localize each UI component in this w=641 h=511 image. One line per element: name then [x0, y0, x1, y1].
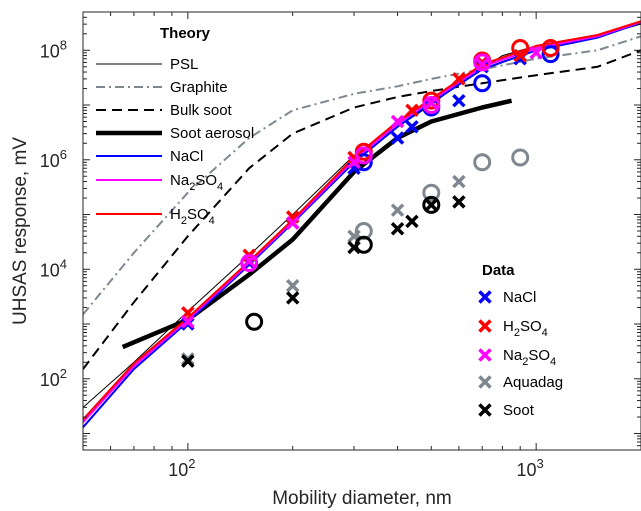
data-circle-soot [245, 312, 264, 331]
data-cross-na2so4 [242, 254, 256, 269]
data-legend-title: Data [482, 262, 515, 279]
data-circle-nacl [541, 45, 560, 64]
data-circle-na2so4 [422, 96, 441, 115]
legend-label-h2so4: H2SO4 [170, 206, 215, 227]
data-cross-nacl [452, 93, 466, 108]
legend-label-bulk_soot: Bulk soot [170, 102, 233, 119]
x-tick-label: 102 [168, 456, 195, 480]
data-circle-aquadag [473, 153, 492, 172]
data-cross-soot [405, 214, 419, 229]
legend-marker-na2so4 [478, 348, 492, 362]
data-cross-soot [424, 198, 439, 212]
data-cross-nacl [390, 131, 405, 145]
data-legend-label-soot: Soot [503, 402, 535, 419]
legends: Theory PSL Graphite Bulk soot Soot aerosol Na… [96, 25, 563, 419]
data-cross-soot [181, 354, 195, 368]
theory-curve-graphite [83, 35, 641, 316]
data-cross-na2so4 [285, 216, 300, 230]
data-cross-na2so4 [347, 155, 361, 170]
y-tick-label: 104 [40, 256, 67, 280]
theory-curve-bulk_soot [83, 49, 641, 370]
theory-curve-soot_aerosol [121, 98, 513, 350]
data-cross-soot [347, 240, 361, 255]
data-cross-na2so4 [529, 46, 543, 60]
data-circle-h2so4 [541, 39, 560, 58]
data-circle-aquadag [422, 183, 441, 202]
legend-marker-h2so4 [478, 319, 492, 333]
data-legend-label-na2so4: Na2SO4 [503, 347, 556, 368]
y-tick-label: 106 [40, 147, 67, 171]
data-cross-soot [452, 195, 466, 209]
data-cross-aquadag [390, 203, 405, 217]
axes: 102 103 102 104 106 108 [40, 11, 641, 480]
x-axis-title: Mobility diameter, nm [272, 488, 452, 509]
theory-curve-psl [83, 23, 641, 408]
data-circle-aquadag [511, 148, 530, 167]
y-tick-label: 108 [40, 37, 67, 61]
data-cross-nacl [405, 120, 419, 134]
theory-curve-na2so4 [83, 20, 641, 423]
data-cross-na2so4 [424, 96, 439, 110]
data-cross-na2so4 [181, 315, 195, 329]
data-cross-h2so4 [513, 48, 527, 63]
legend-label-graphite: Graphite [170, 79, 228, 96]
data-circle-na2so4 [354, 146, 373, 165]
x-tick-label: 103 [517, 456, 544, 480]
data-cross-aquadag [452, 174, 466, 189]
theory-legend-title: Theory [160, 25, 211, 42]
data-cross-soot [390, 221, 405, 236]
legend-marker-aquadag [478, 375, 492, 389]
data-cross-h2so4 [452, 72, 466, 86]
legend-label-soot_aerosol: Soot aerosol [170, 125, 254, 142]
data-cross-na2so4 [475, 57, 489, 72]
data-legend-label-aquadag: Aquadag [503, 374, 563, 391]
data-legend-label-nacl: NaCl [503, 289, 536, 306]
theory-curve-h2so4 [83, 20, 641, 421]
legend-marker-soot [478, 403, 492, 417]
legend-marker-nacl [478, 290, 492, 304]
plot-area [83, 20, 641, 428]
data-cross-na2so4 [390, 114, 405, 129]
legend-label-na2so4: Na2SO4 [170, 172, 223, 193]
data-legend-label-h2so4: H2SO4 [503, 318, 548, 339]
y-axis-title: UHSAS response, mV [10, 137, 31, 325]
data-circle-nacl [473, 74, 492, 93]
y-tick-label: 102 [40, 366, 67, 390]
data-cross-h2so4 [405, 103, 419, 118]
data-cross-soot [285, 291, 300, 305]
data-circle-soot [422, 195, 441, 214]
legend-label-nacl: NaCl [170, 148, 203, 165]
legend-label-psl: PSL [170, 56, 198, 73]
data-cross-aquadag [285, 279, 300, 293]
data-circle-na2so4 [473, 53, 492, 72]
data-circle-na2so4 [240, 254, 259, 273]
